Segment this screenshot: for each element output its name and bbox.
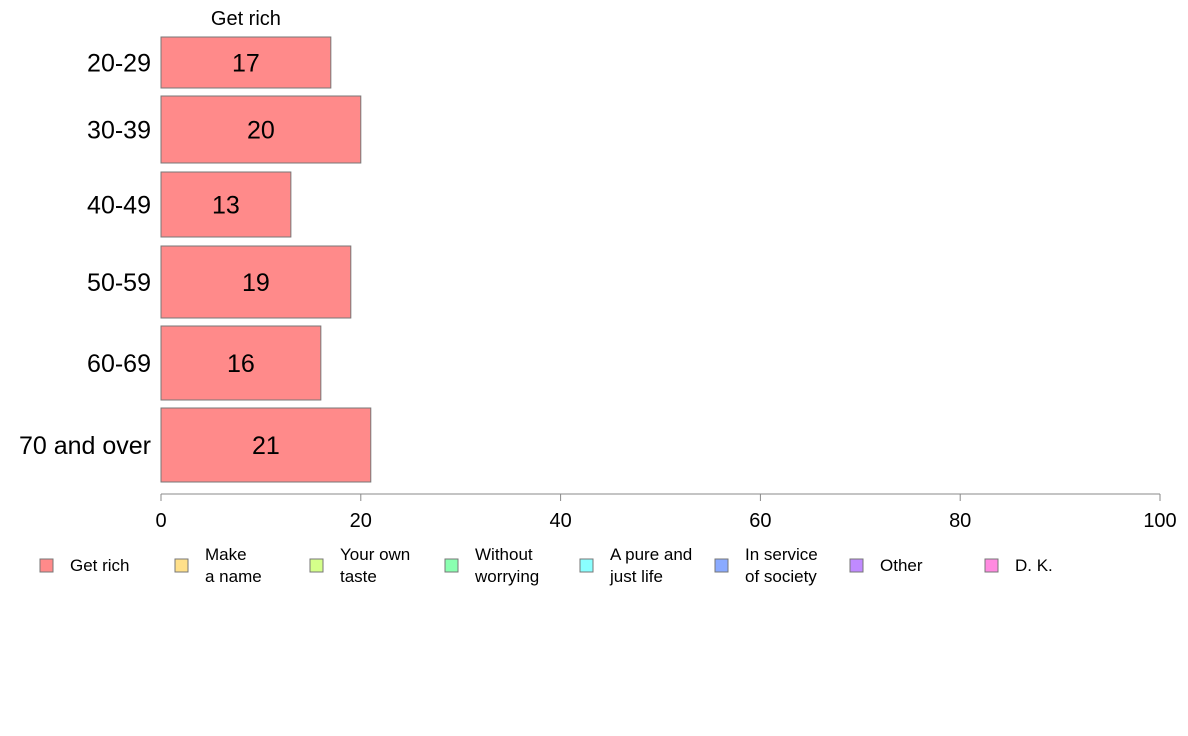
legend-swatch: [714, 558, 729, 573]
x-tick-label: 0: [155, 510, 166, 532]
x-tick-label: 100: [1143, 510, 1176, 532]
bar: [160, 325, 322, 401]
x-tick-label: 60: [749, 510, 771, 532]
legend-label: In service: [745, 545, 818, 564]
data-label: 16: [227, 350, 255, 378]
legend-label: of society: [745, 567, 817, 586]
bar: [160, 36, 332, 89]
legend-swatch: [309, 558, 324, 573]
legend-label: D. K.: [1015, 556, 1053, 575]
bar: [160, 407, 372, 483]
category-label: 30-39: [87, 117, 151, 145]
legend-label: Make: [205, 545, 247, 564]
legend-label: taste: [340, 567, 377, 586]
category-label: 40-49: [87, 192, 151, 220]
legend-label: Without: [475, 545, 533, 564]
legend-swatch: [174, 558, 189, 573]
legend-label: Get rich: [70, 556, 130, 575]
x-tick-label: 40: [549, 510, 571, 532]
category-label: 20-29: [87, 50, 151, 78]
bar: [160, 95, 362, 164]
legend-swatch: [579, 558, 594, 573]
data-label: 20: [247, 117, 275, 145]
data-label: 19: [242, 269, 270, 297]
x-tick-label: 20: [350, 510, 372, 532]
bar: [160, 245, 352, 319]
legend-label: just life: [609, 567, 663, 586]
category-label: 70 and over: [19, 432, 151, 460]
legend-label: A pure and: [610, 545, 692, 564]
legend-label: a name: [205, 567, 262, 586]
legend-label: worrying: [474, 567, 539, 586]
category-label: 50-59: [87, 269, 151, 297]
category-label: 60-69: [87, 350, 151, 378]
series-title: Get rich: [211, 8, 281, 30]
legend-swatch: [39, 558, 54, 573]
legend-swatch: [984, 558, 999, 573]
data-label: 17: [232, 50, 260, 78]
legend-label: Your own: [340, 545, 410, 564]
data-label: 13: [212, 192, 240, 220]
data-label: 21: [252, 432, 280, 460]
legend-swatch: [444, 558, 459, 573]
x-tick-label: 80: [949, 510, 971, 532]
legend-label: Other: [880, 556, 923, 575]
legend-swatch: [849, 558, 864, 573]
bar: [160, 171, 292, 238]
